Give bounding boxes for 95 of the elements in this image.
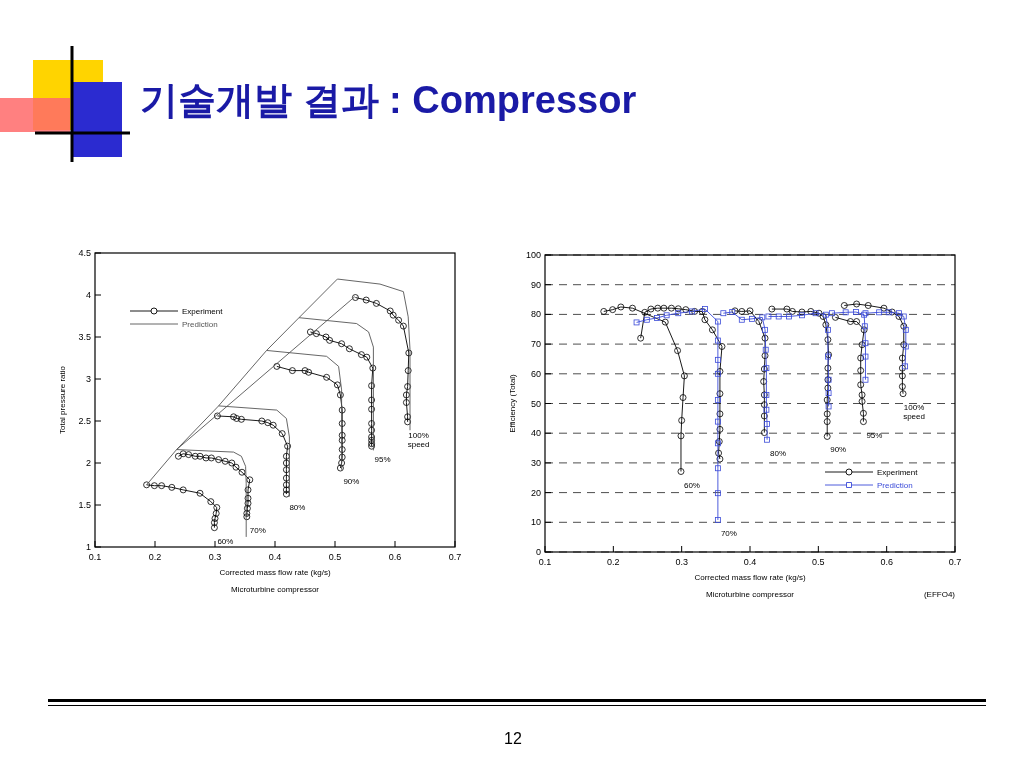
y-tick-label: 10 <box>530 517 541 528</box>
x-tick-label: 0.7 <box>448 552 462 562</box>
point <box>825 390 832 397</box>
x-tick-label: 0.3 <box>208 552 222 562</box>
y-tick-label: 80 <box>530 309 541 320</box>
point <box>900 313 907 320</box>
annotation: 100% speed <box>903 402 925 421</box>
point <box>829 310 835 317</box>
point <box>799 312 805 319</box>
y-tick-label: 1.5 <box>78 500 91 510</box>
text: Microturbine compressor <box>230 585 320 594</box>
point <box>720 310 727 317</box>
y-tick-label: 60 <box>530 368 541 379</box>
text: (EFFO4) <box>923 590 956 599</box>
point <box>786 313 792 320</box>
x-tick-label: 0.5 <box>812 557 825 567</box>
y-tick-label: 4.5 <box>78 248 91 258</box>
annotation: 95% <box>374 455 391 465</box>
y-tick-label: 50 <box>530 398 541 409</box>
point <box>812 310 819 317</box>
point <box>749 315 755 322</box>
y-tick-label: 0 <box>535 547 541 557</box>
text: Experiment <box>877 468 919 477</box>
point <box>762 326 768 333</box>
y-tick-label: 4 <box>85 290 91 300</box>
y-tick-label: 30 <box>530 457 541 468</box>
point <box>663 312 670 319</box>
point <box>862 376 869 383</box>
point <box>675 310 682 317</box>
x-tick-label: 0.1 <box>538 557 552 567</box>
point <box>825 403 832 410</box>
x-tick-label: 0.2 <box>148 552 162 562</box>
text: Prediction <box>182 320 218 329</box>
y-tick-label: 90 <box>530 279 541 290</box>
point <box>763 406 770 413</box>
point <box>714 356 721 363</box>
point <box>862 353 869 360</box>
y-tick-label: 3 <box>85 374 91 384</box>
annotation: 70% <box>720 528 737 538</box>
text: 12 <box>504 730 522 747</box>
text: Microturbine compressor <box>705 590 795 599</box>
y-tick-label: 40 <box>530 428 541 439</box>
y-tick-label: 2 <box>85 458 91 468</box>
point <box>876 309 883 316</box>
x-tick-label: 0.6 <box>880 557 893 567</box>
point <box>862 340 869 347</box>
point <box>714 490 721 497</box>
point <box>633 319 640 326</box>
x-tick-label: 0.4 <box>743 557 757 567</box>
x-tick-label: 0.1 <box>88 552 102 562</box>
point <box>902 326 909 333</box>
y-tick-label: 70 <box>530 339 541 350</box>
x-tick-label: 0.6 <box>388 552 402 562</box>
annotation: 60% <box>683 480 700 490</box>
chart-title: 기술개발 결과 : Compressor <box>140 79 637 121</box>
x-tick-label: 0.4 <box>268 552 282 562</box>
annotation: 80% <box>770 448 787 458</box>
y-tick-label: 1 <box>85 542 91 552</box>
x-tick-label: 0.7 <box>948 557 962 567</box>
y-axis-title: Total pressure ratio <box>58 365 67 435</box>
x-axis-title: Corrected mass flow rate (kg/s) <box>694 573 806 582</box>
point <box>714 337 721 344</box>
x-tick-label: 0.2 <box>607 557 620 567</box>
x-axis-title: Corrected mass flow rate (kg/s) <box>219 568 331 577</box>
point <box>714 418 721 425</box>
text: Experiment <box>182 307 224 316</box>
point <box>775 313 782 320</box>
text: Prediction <box>877 481 913 490</box>
point <box>714 465 721 472</box>
point <box>759 314 766 321</box>
point <box>643 316 650 323</box>
point <box>765 313 772 320</box>
y-tick-label: 3.5 <box>78 332 91 342</box>
point <box>842 309 849 316</box>
point <box>764 436 770 443</box>
y-axis-title: Efficiency (Total) <box>508 373 517 433</box>
point <box>714 318 721 325</box>
annotation: 60% <box>217 536 234 546</box>
annotation: 90% <box>830 445 847 455</box>
annotation: 95% <box>866 430 883 440</box>
annotation: 100% speed <box>407 430 430 449</box>
y-tick-label: 2.5 <box>78 416 91 426</box>
annotation: 70% <box>249 525 266 535</box>
annotation: 90% <box>343 477 360 487</box>
y-tick-label: 20 <box>530 487 541 498</box>
point <box>689 308 695 315</box>
point <box>885 309 892 316</box>
annotation: 80% <box>289 503 306 513</box>
x-tick-label: 0.3 <box>675 557 688 567</box>
point <box>825 326 831 333</box>
point <box>738 316 745 323</box>
y-tick-label: 100 <box>525 250 541 260</box>
x-tick-label: 0.5 <box>328 552 342 562</box>
point <box>861 323 868 330</box>
point <box>762 346 769 353</box>
